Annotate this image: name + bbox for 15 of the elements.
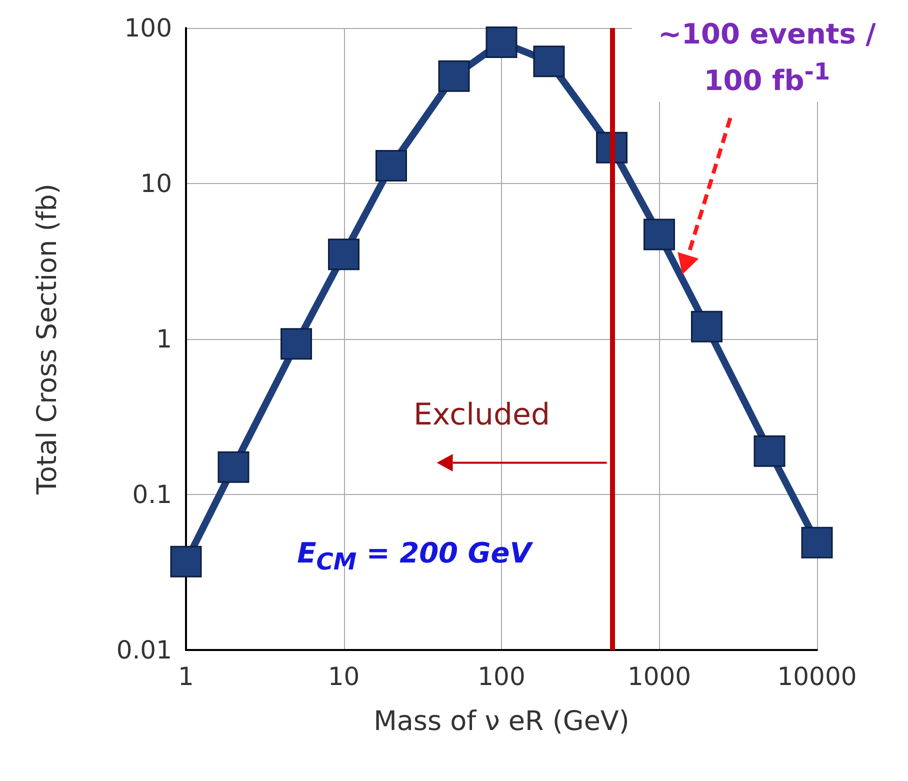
x-tick-label: 10: [328, 662, 360, 691]
x-tick-label: 1000: [627, 662, 692, 691]
x-tick-label: 100: [478, 662, 526, 691]
annotation: Excluded: [413, 397, 550, 432]
y-axis-title: Total Cross Section (fb): [32, 184, 63, 496]
y-tick-label: 1: [156, 324, 172, 354]
y-tick-label: 100: [124, 14, 172, 42]
y-tick-label: 0.1: [132, 480, 172, 509]
annotation: E$_{CM}$ = 200 GeV: [297, 537, 532, 576]
x-axis-title: Mass of ν eR (GeV): [374, 706, 630, 737]
annotation: ~100 events / 100 fb$^{-1}$: [632, 14, 902, 102]
x-tick-label: 10000: [777, 662, 857, 691]
x-tick-label: 1: [178, 662, 194, 691]
y-tick-label: 10: [140, 169, 172, 198]
y-tick-label: 0.01: [116, 636, 172, 664]
